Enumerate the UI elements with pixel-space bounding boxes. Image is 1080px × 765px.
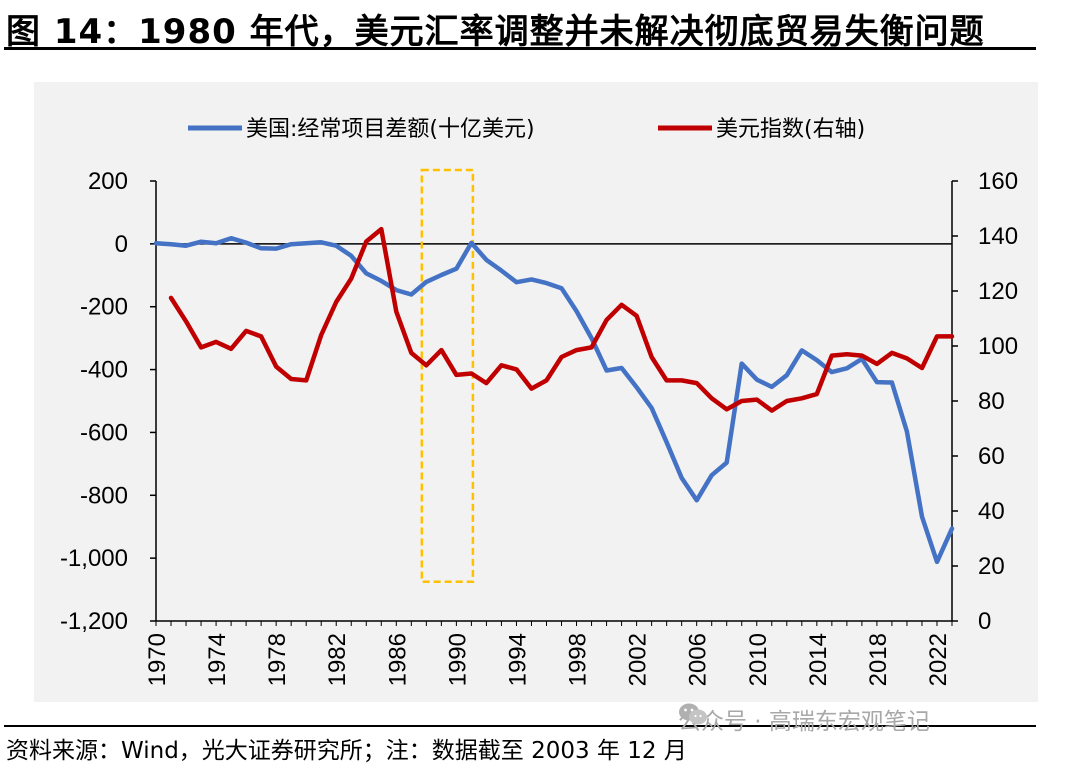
x-tick-label: 1982 [324,633,351,686]
right-tick-label: 20 [978,553,1005,580]
series-line-dollar-index [168,226,955,413]
left-tick-label: -600 [80,419,128,446]
left-tick-label: -200 [80,294,128,321]
x-tick-label: 1978 [264,633,291,686]
right-tick-label: 140 [978,223,1018,250]
right-tick-label: 60 [978,443,1005,470]
x-tick-label: 1974 [204,633,231,686]
x-tick-label: 1986 [384,633,411,686]
x-tick-label: 2002 [625,633,652,686]
right-tick-label: 160 [978,168,1018,195]
left-tick-label: -400 [80,357,128,384]
x-tick-label: 2014 [805,633,832,686]
x-tick-label: 1994 [504,633,531,686]
left-tick-label: 0 [115,231,128,258]
figure-title: 图 14：1980 年代，美元汇率调整并未解决彻底贸易失衡问题 [6,12,985,52]
legend-label-current-account: 美国:经常项目差额(十亿美元) [246,117,535,142]
left-tick-label: -1,200 [60,608,128,635]
axes: 2000-200-400-600-800-1,000-1,20016014012… [60,168,1018,686]
x-tick-label: 1998 [565,633,592,686]
left-tick-label: -800 [80,482,128,509]
right-tick-label: 80 [978,388,1005,415]
footer-rule [4,725,1036,727]
wechat-icon [679,703,707,725]
right-tick-label: 0 [978,608,991,635]
right-tick-label: 40 [978,498,1005,525]
x-tick-label: 2010 [745,633,772,686]
x-tick-label: 1990 [444,633,471,686]
legend: 美国:经常项目差额(十亿美元) 美元指数(右轴) [188,117,865,142]
series-line-current-account [153,235,955,565]
series-group [153,226,955,565]
chart-panel [34,82,1038,702]
right-tick-label: 120 [978,278,1018,305]
x-tick-label: 2006 [685,633,712,686]
right-tick-label: 100 [978,333,1018,360]
x-tick-label: 2022 [925,633,952,686]
x-tick-label: 2018 [865,633,892,686]
title-rule [4,47,1036,50]
legend-label-dollar-index: 美元指数(右轴) [716,117,865,142]
source-note: 资料来源：Wind，光大证券研究所；注：数据截至 2003 年 12 月 [6,738,687,764]
left-tick-label: 200 [88,168,128,195]
x-tick-label: 1970 [144,633,171,686]
left-tick-label: -1,000 [60,545,128,572]
watermark: 公众号 · 高瑞东宏观笔记 [678,702,930,736]
watermark-text: 公众号 · 高瑞东宏观笔记 [678,709,930,735]
